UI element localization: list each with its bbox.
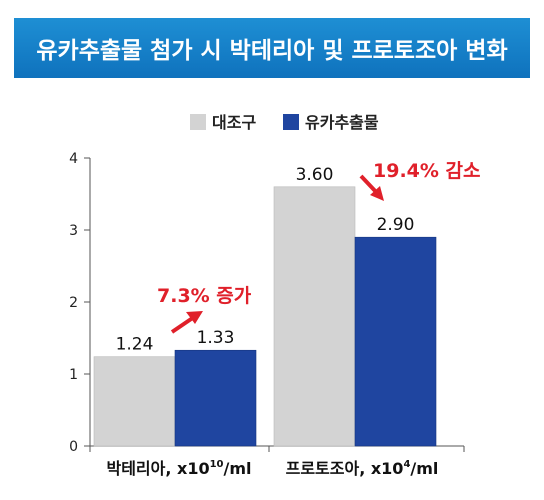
legend-swatch-control [190,114,206,130]
arrow-decrease-icon [359,174,384,201]
data-label-yucca-1: 2.90 [377,215,415,235]
annotation-text-increase: 7.3% 증가 [157,285,252,307]
data-labels: 1.24 3.60 1.33 2.90 [116,165,415,355]
arrow-increase-icon [170,311,203,334]
bar-control-0 [93,356,176,447]
annotation-decrease: 19.4% 감소 [359,160,481,201]
annotation-text-decrease: 19.4% 감소 [373,160,481,182]
category-label-protozoa: 프로토조아, x104/ml [286,459,439,478]
bar-control-1 [273,186,356,447]
data-label-control-0: 1.24 [116,335,154,355]
annotation-increase: 7.3% 증가 [157,285,252,334]
legend: 대조구 유카추출물 [190,113,379,132]
category-label-protozoa-main: 프로토조아, x10 [286,459,404,478]
legend-label-yucca: 유카추출물 [305,113,379,132]
bars [93,186,437,447]
chart-title: 유카추출물 첨가 시 박테리아 및 프로토조아 변화 [36,38,508,64]
category-label-bacteria-exponent: 10 [210,459,224,470]
category-label-bacteria: 박테리아, x1010/ml [106,459,251,478]
y-tick-label: 1 [69,367,78,383]
bar-yucca-0 [174,349,257,447]
legend-label-control: 대조구 [212,113,256,132]
bar-yucca-1 [354,236,437,447]
category-label-protozoa-exponent: 4 [403,459,410,470]
data-label-yucca-0: 1.33 [197,328,235,348]
category-label-protozoa-unit: /ml [410,459,438,478]
y-tick-label: 0 [69,439,78,455]
y-tick-label: 4 [69,151,78,167]
data-label-control-1: 3.60 [296,165,334,185]
title-banner: 유카추출물 첨가 시 박테리아 및 프로토조아 변화 [14,18,530,78]
category-label-bacteria-unit: /ml [224,459,252,478]
y-tick-label: 3 [69,223,78,239]
legend-swatch-yucca [283,114,299,130]
category-label-bacteria-main: 박테리아, x10 [106,459,209,478]
y-tick-label: 2 [69,295,78,311]
